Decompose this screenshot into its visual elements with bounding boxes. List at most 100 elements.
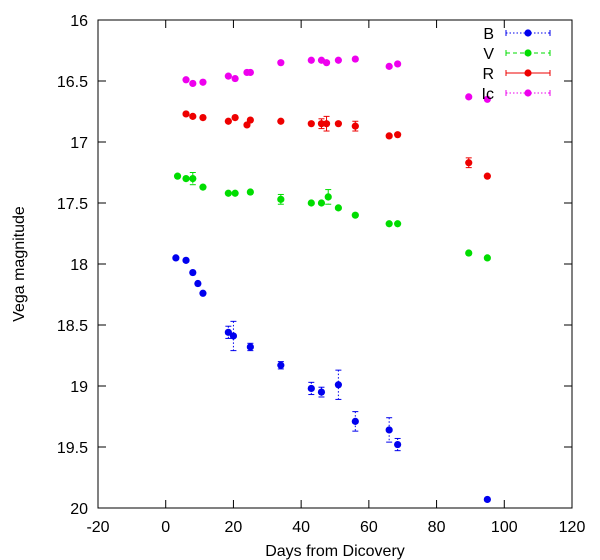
data-point bbox=[246, 188, 254, 196]
x-tick-label: 120 bbox=[559, 519, 586, 536]
x-tick-label: -20 bbox=[86, 519, 109, 536]
data-point bbox=[224, 328, 232, 336]
data-point bbox=[317, 388, 326, 396]
data-point bbox=[334, 204, 342, 212]
legend-marker bbox=[524, 49, 532, 57]
data-point bbox=[246, 68, 254, 77]
ticks-layer: -20 0 20 40 60 80 100 120 16 16.5 17 17.5 18 18.5 19 19… bbox=[57, 13, 586, 536]
y-tick-label: 18.5 bbox=[57, 318, 88, 335]
series-b bbox=[172, 254, 491, 504]
data-point bbox=[483, 254, 491, 262]
data-point bbox=[246, 343, 254, 351]
x-tick-label: 40 bbox=[292, 519, 310, 536]
data-point bbox=[182, 256, 190, 264]
legend: BVR Ic bbox=[482, 26, 551, 103]
data-point bbox=[385, 426, 393, 434]
legend-label: B bbox=[483, 26, 494, 43]
data-point bbox=[277, 195, 285, 203]
data-point bbox=[194, 279, 202, 288]
data-point bbox=[246, 116, 254, 124]
data-point bbox=[277, 117, 285, 125]
y-tick-label: 18 bbox=[70, 257, 88, 274]
data-point bbox=[394, 131, 402, 139]
series-r bbox=[182, 110, 491, 180]
data-point bbox=[277, 59, 285, 67]
y-tick-label: 20 bbox=[70, 501, 88, 518]
data-point bbox=[317, 199, 326, 207]
y-tick-label: 17.5 bbox=[57, 196, 88, 213]
data-point bbox=[465, 159, 473, 167]
data-point bbox=[334, 56, 342, 64]
legend-label: R bbox=[482, 66, 494, 83]
x-axis-title: Days from Dicovery bbox=[265, 543, 405, 560]
x-tick-label: 100 bbox=[491, 519, 518, 536]
x-tick-label: 20 bbox=[225, 519, 243, 536]
x-tick-label: 60 bbox=[360, 519, 378, 536]
data-point bbox=[231, 189, 239, 197]
data-point bbox=[199, 78, 207, 86]
data-point bbox=[394, 440, 402, 449]
data-point bbox=[182, 76, 190, 84]
y-tick-label: 19 bbox=[70, 379, 88, 396]
data-point bbox=[322, 120, 331, 128]
x-tick-label: 80 bbox=[428, 519, 446, 536]
data-point bbox=[322, 59, 331, 67]
data-point bbox=[172, 254, 180, 262]
data-point bbox=[307, 120, 315, 128]
data-point bbox=[334, 120, 342, 128]
data-point bbox=[385, 220, 393, 228]
data-point bbox=[385, 62, 393, 70]
data-point bbox=[224, 72, 232, 80]
data-point bbox=[351, 211, 359, 219]
data-point bbox=[199, 114, 207, 122]
series-v bbox=[173, 172, 491, 262]
data-point bbox=[465, 93, 473, 101]
data-point bbox=[277, 361, 285, 369]
data-point bbox=[307, 384, 315, 393]
data-point bbox=[351, 55, 359, 63]
data-point bbox=[394, 60, 402, 68]
data-point bbox=[182, 110, 190, 118]
data-point bbox=[229, 332, 238, 340]
data-point bbox=[231, 114, 239, 122]
y-axis-title: Vega magnitude bbox=[11, 206, 28, 322]
data-point bbox=[385, 132, 393, 140]
data-point bbox=[173, 172, 182, 180]
data-point bbox=[189, 79, 197, 88]
data-point bbox=[324, 193, 332, 201]
legend-label: V bbox=[483, 46, 494, 63]
data-point bbox=[231, 74, 239, 83]
data-point bbox=[199, 289, 207, 297]
data-point bbox=[199, 183, 207, 191]
y-tick-label: 17 bbox=[70, 135, 88, 152]
legend-label: Ic bbox=[482, 86, 494, 103]
data-point bbox=[189, 112, 197, 120]
data-point bbox=[307, 56, 315, 64]
data-point bbox=[483, 95, 491, 103]
y-tick-label: 19.5 bbox=[57, 440, 88, 457]
data-point bbox=[334, 381, 342, 389]
data-point bbox=[465, 249, 473, 257]
legend-marker bbox=[524, 29, 532, 37]
data-point bbox=[307, 199, 315, 207]
data-point bbox=[483, 495, 491, 504]
data-point bbox=[189, 175, 197, 183]
data-point bbox=[189, 268, 197, 277]
plot-frame bbox=[97, 19, 573, 509]
data-point bbox=[224, 117, 232, 125]
data-point bbox=[351, 417, 359, 425]
series-ic bbox=[182, 55, 491, 103]
data-point bbox=[483, 172, 491, 180]
data-point bbox=[317, 120, 326, 128]
x-tick-label: 0 bbox=[161, 519, 170, 536]
data-point bbox=[351, 122, 359, 130]
data-point bbox=[182, 175, 190, 183]
data-point bbox=[224, 189, 232, 197]
series-layer bbox=[172, 55, 491, 504]
data-point bbox=[394, 220, 402, 228]
y-tick-label: 16.5 bbox=[57, 74, 88, 91]
y-tick-label: 16 bbox=[70, 13, 88, 30]
legend-marker bbox=[524, 69, 532, 77]
legend-marker bbox=[524, 89, 532, 97]
